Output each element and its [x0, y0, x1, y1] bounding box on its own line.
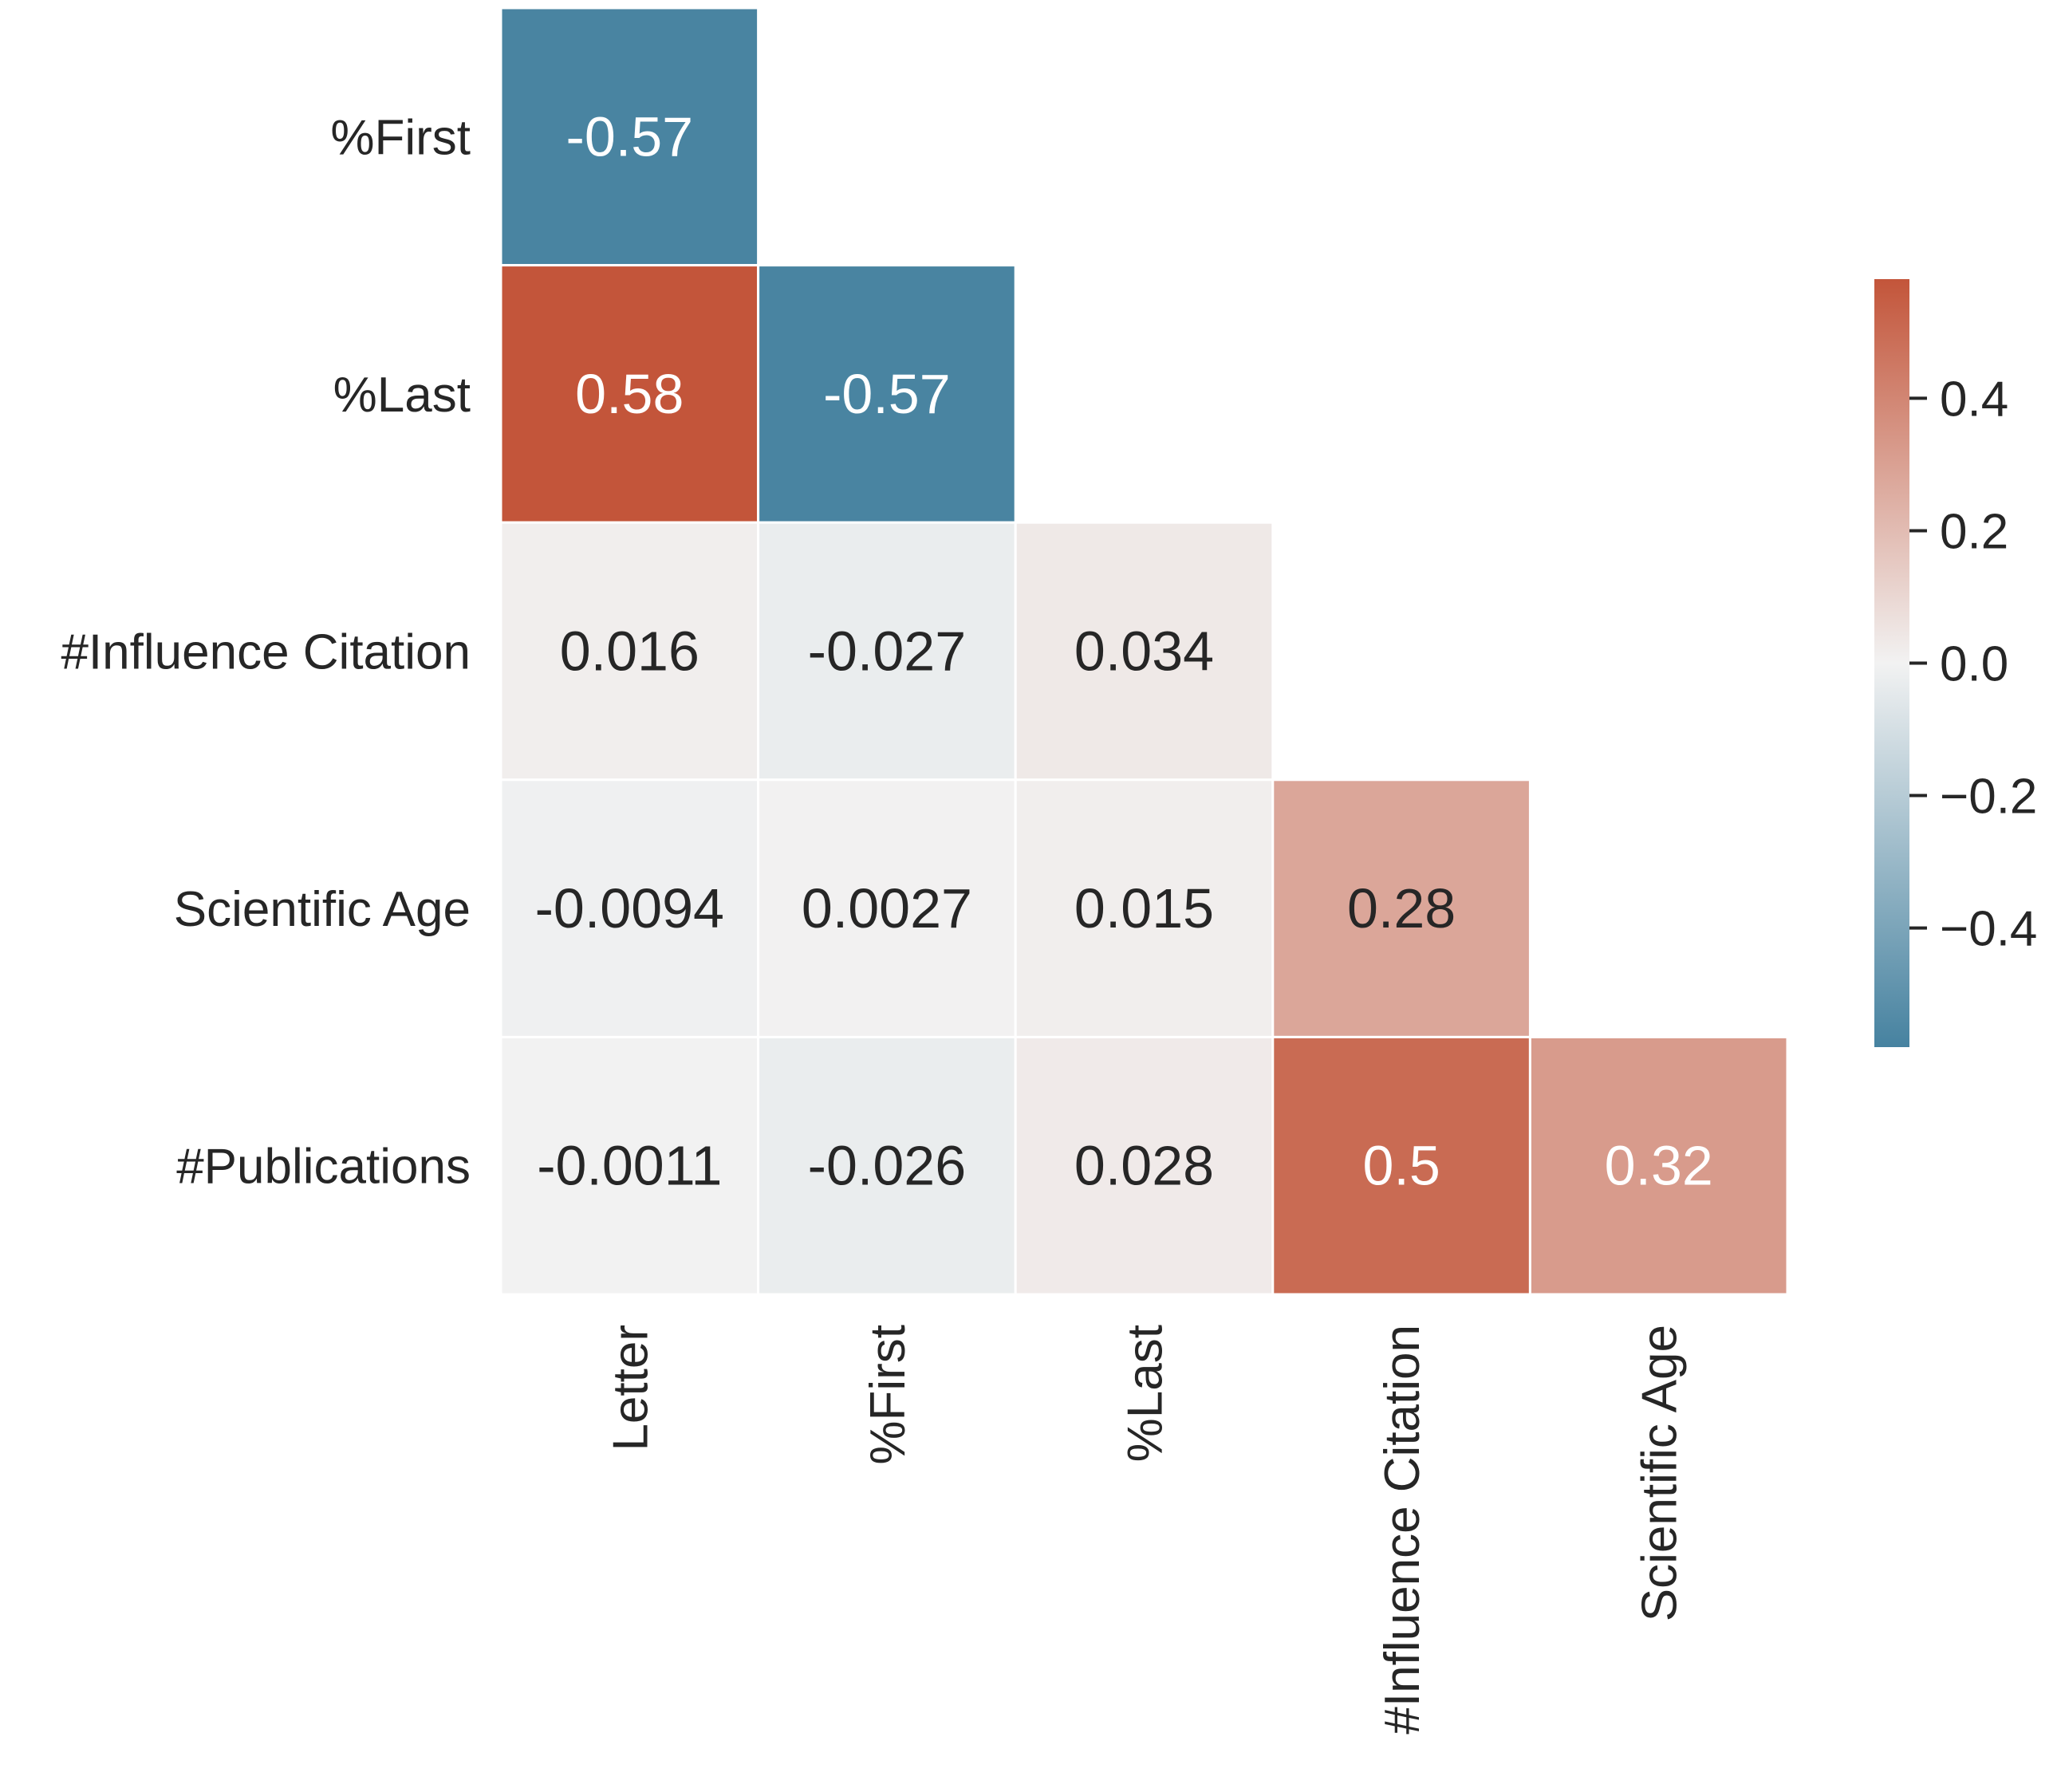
- cell-value-label: -0.0011: [537, 1135, 722, 1197]
- heatmap-cell: [499, 264, 760, 524]
- colorbar-bar: [1874, 279, 1909, 1047]
- row-label: %First: [330, 110, 471, 165]
- heatmap-cells: -0.57 0.58 -0.57 0.016 -0.027 0.034 -0.0094 0.0…: [499, 6, 1789, 1296]
- row-labels: %First %Last #Influence Citation Scientific…: [61, 110, 471, 1194]
- colorbar-tick-label: −0.2: [1940, 770, 2037, 825]
- cell-value-label: 0.0027: [802, 877, 972, 939]
- column-label: Scientific Age: [1633, 1325, 1688, 1621]
- heatmap-cell: [499, 521, 760, 782]
- cell-value-label: -0.027: [808, 620, 966, 683]
- heatmap-cell: [499, 6, 760, 267]
- row-label: Scientific Age: [174, 882, 471, 937]
- cell-value-label: 0.034: [1074, 620, 1214, 683]
- colorbar-tick-label: 0.2: [1940, 504, 2008, 559]
- heatmap-cell: [757, 521, 1017, 782]
- column-label: #Influence Citation: [1375, 1325, 1430, 1735]
- heatmap-cell: [757, 778, 1017, 1038]
- cell-value-label: 0.015: [1074, 877, 1214, 939]
- cell-value-label: -0.57: [566, 105, 694, 167]
- heatmap-cell: [1271, 1035, 1531, 1296]
- column-label: %Last: [1118, 1325, 1173, 1462]
- colorbar-tick-label: 0.0: [1940, 637, 2008, 692]
- heatmap-cell: [1528, 1035, 1789, 1296]
- column-label: %First: [861, 1325, 916, 1465]
- heatmap-cell: [1014, 521, 1275, 782]
- cell-value-label: 0.58: [575, 363, 684, 425]
- heatmap-cell: [757, 264, 1017, 524]
- row-label: #Influence Citation: [61, 625, 471, 680]
- cell-value-label: 0.5: [1362, 1135, 1440, 1197]
- column-label: Letter: [603, 1325, 658, 1451]
- row-label: %Last: [333, 368, 471, 423]
- cell-value-label: -0.026: [808, 1135, 966, 1197]
- cell-value-label: 0.016: [560, 620, 699, 683]
- colorbar: 0.4 0.2 0.0 −0.2 −0.4: [1874, 279, 2037, 1047]
- heatmap-cell: [1271, 778, 1531, 1038]
- cell-value-label: -0.0094: [535, 877, 724, 939]
- colorbar-ticks: 0.4 0.2 0.0 −0.2 −0.4: [1909, 372, 2037, 957]
- heatmap-cell: [1014, 1035, 1275, 1296]
- colorbar-tick-label: −0.4: [1940, 902, 2037, 957]
- cell-value-label: 0.28: [1347, 877, 1456, 939]
- colorbar-tick-label: 0.4: [1940, 372, 2008, 427]
- heatmap-cell: [757, 1035, 1017, 1296]
- cell-value-label: 0.028: [1074, 1135, 1214, 1197]
- column-labels: Letter %First %Last #Influence Citation Scie…: [603, 1325, 1687, 1735]
- cell-value-label: -0.57: [823, 363, 951, 425]
- cell-value-label: 0.32: [1605, 1135, 1713, 1197]
- row-label: #Publications: [176, 1140, 471, 1195]
